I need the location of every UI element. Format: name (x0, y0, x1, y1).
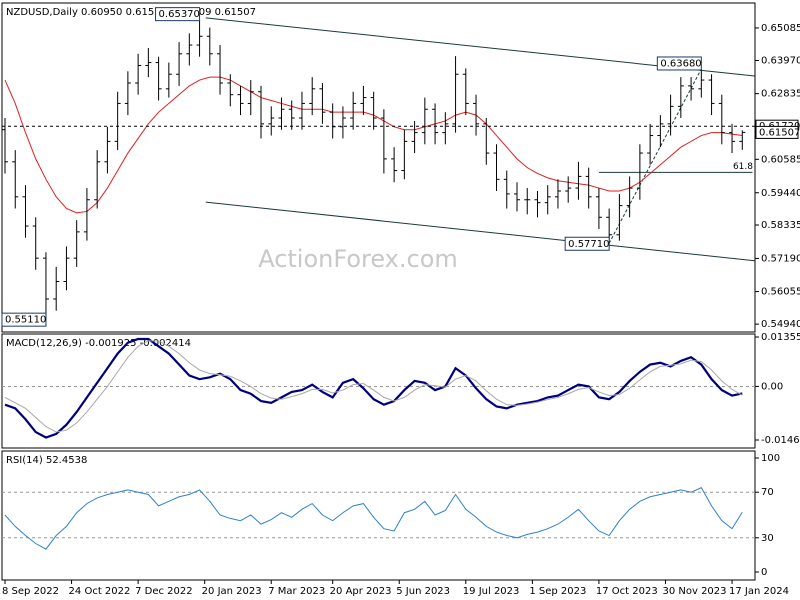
y-tick-label: 0.59440 (761, 188, 800, 199)
y-tick-label: 0.63970 (761, 56, 800, 67)
y-tick-label: 0.58335 (761, 220, 800, 231)
level-box (755, 125, 799, 139)
trendline (205, 201, 755, 262)
y-tick-label: 0.56055 (761, 287, 800, 298)
price-label: 0.57710 (568, 239, 609, 250)
y-tick-label: 70 (761, 487, 774, 498)
x-tick-label: 24 Oct 2022 (69, 586, 131, 597)
y-tick-label: 0.013555 (761, 332, 800, 343)
pane-frame (1, 450, 756, 581)
x-tick-label: 17 Oct 2023 (596, 586, 658, 597)
x-tick-label: 17 Jan 2024 (729, 586, 789, 597)
x-tick-label: 30 Nov 2023 (662, 586, 726, 597)
x-tick-label: 1 Sep 2023 (529, 586, 586, 597)
price-label-box (656, 56, 702, 71)
pane-title: RSI(14) 52.4538 (6, 455, 87, 466)
x-tick-label: 19 Jul 2023 (463, 586, 520, 597)
y-tick-label: 100 (761, 453, 780, 464)
pane-title: MACD(12,26,9) -0.001925 -0.002414 (6, 338, 191, 349)
pane-frame (1, 333, 756, 449)
fib-label: 61.8 (733, 162, 753, 172)
y-tick-label: 0.00 (761, 381, 783, 392)
x-tick-label: 5 Jun 2023 (396, 586, 450, 597)
y-tick-label: -0.014684 (761, 435, 800, 446)
x-tick-label: 20 Jan 2023 (202, 586, 262, 597)
x-tick-label: 7 Dec 2022 (135, 586, 193, 597)
price-label-box (564, 236, 610, 251)
price-label: 0.63680 (660, 58, 701, 69)
pane-title: NZDUSD,Daily 0.60950 0.61576 0.60909 0.6… (6, 7, 256, 18)
watermark: ActionForex.com (258, 245, 458, 273)
price-label-box (155, 7, 201, 22)
y-tick-label: 0.54940 (761, 319, 800, 330)
x-tick-label: 8 Sep 2022 (2, 586, 59, 597)
price-label: 0.65370 (159, 9, 200, 20)
y-tick-label: 0.65085 (761, 23, 800, 34)
trendline (608, 68, 702, 244)
level-label: 0.61507 (759, 127, 800, 138)
y-tick-label: 0.60585 (761, 154, 800, 165)
price-label-box (1, 312, 47, 327)
y-tick-label: 0 (761, 567, 767, 578)
x-tick-label: 20 Apr 2023 (330, 586, 392, 597)
pane-frame (1, 2, 756, 333)
x-tick-label: 7 Mar 2023 (268, 586, 325, 597)
y-tick-label: 0.57190 (761, 253, 800, 264)
y-tick-label: 30 (761, 533, 774, 544)
price-label: 0.55110 (5, 315, 46, 326)
indicator-line (4, 486, 743, 550)
indicator-line (4, 340, 743, 433)
y-tick-label: 0.62835 (761, 89, 800, 100)
indicator-line (4, 337, 743, 439)
